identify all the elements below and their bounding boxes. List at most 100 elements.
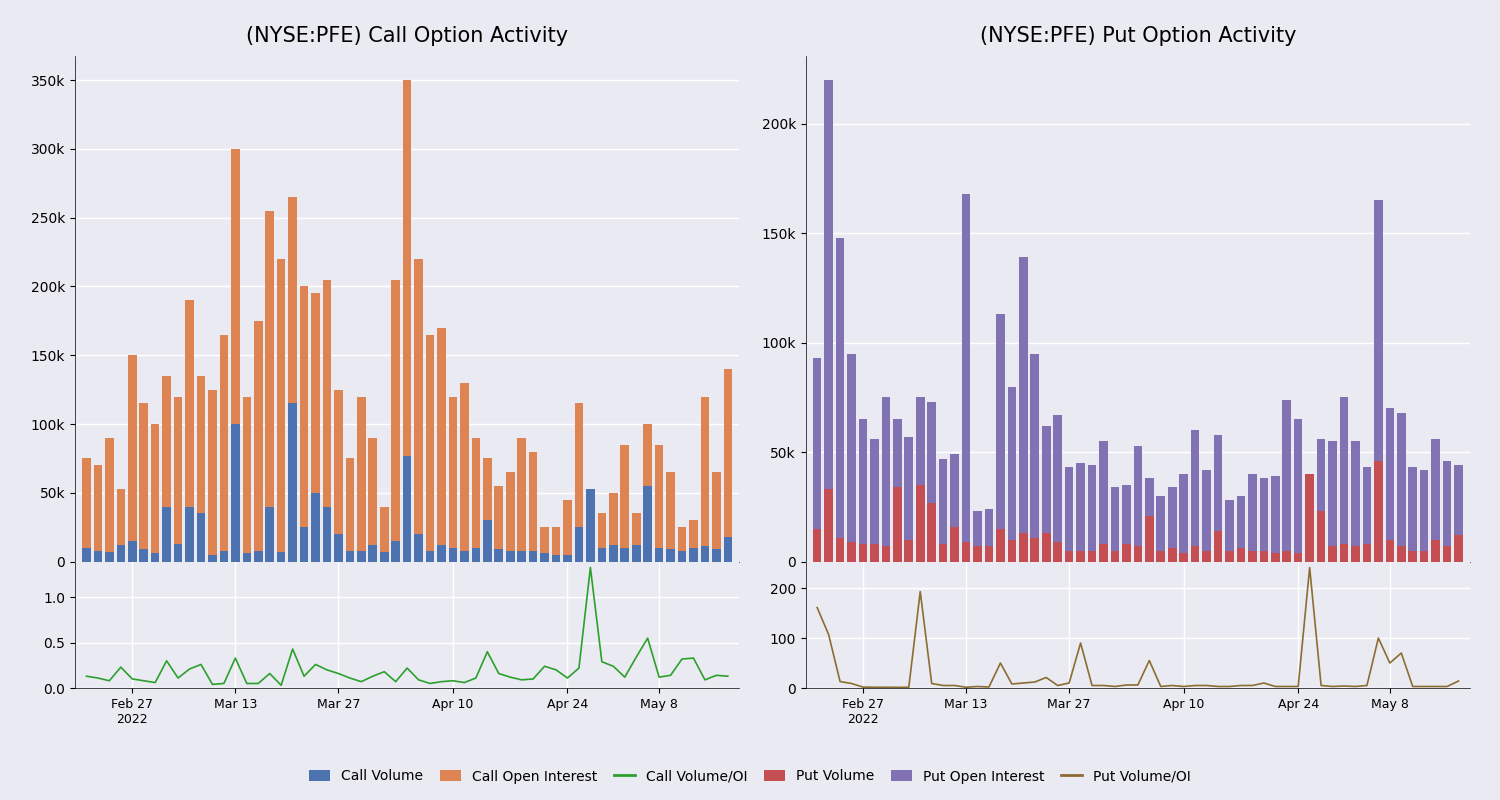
Put Volume/OI [1300,562,1318,572]
Bar [483,520,492,562]
Bar [1317,439,1326,562]
Bar [1260,550,1268,562]
Bar [1203,470,1210,562]
Bar [1088,466,1096,562]
Bar [1270,553,1280,562]
Bar [1191,430,1200,562]
Bar [678,527,687,562]
Bar [1248,550,1257,562]
Put Volume/OI [888,682,906,692]
Bar [117,489,124,562]
Bar [414,534,423,562]
Bar [1236,496,1245,562]
Bar [1329,442,1336,562]
Bar [1122,544,1131,562]
Bar [632,545,640,562]
Bar [82,548,90,562]
Bar [310,493,320,562]
Bar [813,358,822,562]
Bar [530,451,537,562]
Bar [1352,442,1360,562]
Bar [984,546,993,562]
Bar [892,419,902,562]
Bar [1443,546,1452,562]
Bar [404,456,411,562]
Bar [1340,398,1348,562]
Call Volume/OI [718,671,736,681]
Bar [1053,542,1062,562]
Bar [1294,553,1302,562]
Bar [196,376,206,562]
Bar [140,403,148,562]
Bar [1042,426,1050,562]
Bar [1282,550,1292,562]
Bar [1248,474,1257,562]
Bar [1226,500,1234,562]
Bar [128,355,136,562]
Bar [632,514,640,562]
Bar [1386,408,1394,562]
Legend: Call Volume, Call Open Interest, Call Volume/OI, Put Volume, Put Open Interest, : Call Volume, Call Open Interest, Call Vo… [304,764,1196,789]
Bar [1168,549,1176,562]
Bar [436,545,445,562]
Put Volume/OI [1256,678,1274,688]
Bar [1134,446,1142,562]
Bar [495,550,502,562]
Bar [460,382,468,562]
Bar [93,550,102,562]
Bar [1203,550,1210,562]
Bar [93,466,102,562]
Bar [140,550,148,562]
Bar [1053,415,1062,562]
Bar [128,541,136,562]
Bar [162,506,171,562]
Bar [562,554,572,562]
Bar [723,369,732,562]
Bar [380,506,388,562]
Bar [1260,478,1268,562]
Bar [174,397,183,562]
Bar [426,550,435,562]
Bar [597,548,606,562]
Bar [1077,550,1084,562]
Put Volume/OI [1449,676,1467,686]
Bar [174,544,183,562]
Bar [712,550,720,562]
Bar [609,493,618,562]
Call Volume/OI [249,678,267,688]
Bar [916,398,924,562]
Bar [1168,487,1176,562]
Bar [723,537,732,562]
Bar [231,424,240,562]
Bar [916,485,924,562]
Bar [436,328,445,562]
Bar [1294,419,1302,562]
Bar [562,500,572,562]
Bar [483,458,492,562]
Bar [105,438,114,562]
Bar [1008,540,1016,562]
Bar [1030,354,1039,562]
Bar [345,550,354,562]
Bar [1214,531,1222,562]
Bar [1455,535,1462,562]
Bar [414,259,423,562]
Call Volume/OI [536,662,554,671]
Bar [334,390,342,562]
Call Volume/OI [100,676,118,686]
Bar [540,527,549,562]
Bar [1042,533,1050,562]
Bar [184,300,194,562]
Bar [471,548,480,562]
Bar [962,194,970,562]
Bar [1214,434,1222,562]
Bar [939,544,948,562]
Bar [426,334,435,562]
Bar [243,554,250,562]
Bar [836,538,844,562]
Call Volume/OI [112,662,130,672]
Bar [1420,550,1428,562]
Title: (NYSE:PFE) Put Option Activity: (NYSE:PFE) Put Option Activity [980,26,1296,46]
Bar [927,502,936,562]
Bar [1110,550,1119,562]
